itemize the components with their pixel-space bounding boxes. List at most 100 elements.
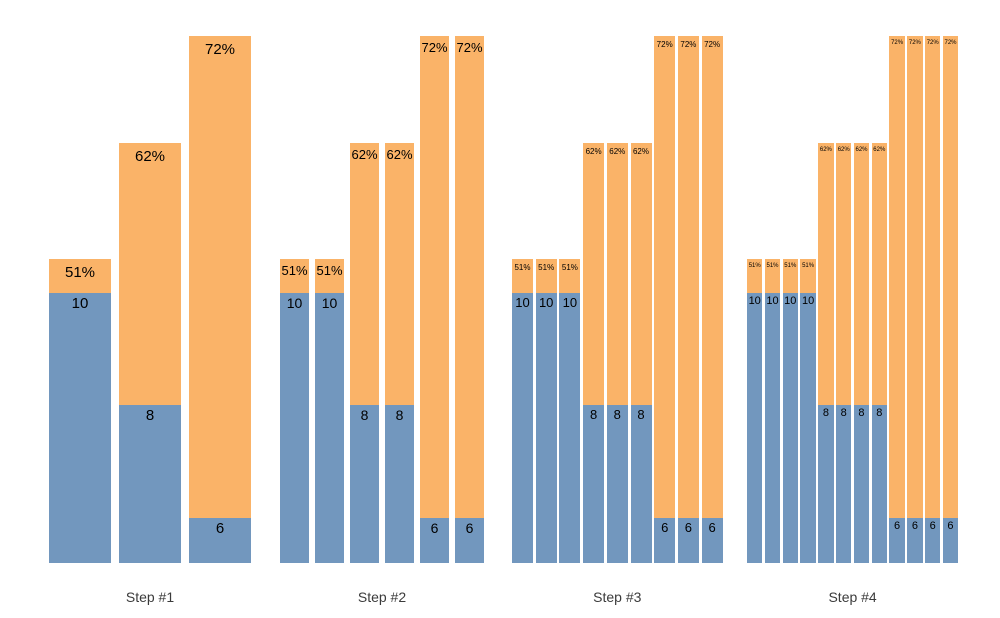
bar: 62% 8 [385,143,414,563]
bar-value-label: 10 [538,295,554,310]
bar: 51% 10 [535,259,557,563]
percent-segment: 72% [925,36,941,518]
value-segment: 10 [747,293,763,563]
bar: 62% 8 [630,143,652,563]
bar-percent-label: 51% [766,263,779,269]
bar-value-label: 6 [684,520,692,535]
value-segment: 10 [49,293,111,563]
value-segment: 6 [701,518,723,563]
percent-segment: 62% [350,143,379,405]
bar: 51% 10 [747,259,763,563]
percent-segment: 51% [800,259,816,293]
bar-percent-label: 72% [944,40,957,46]
bar-percent-label: 62% [134,148,166,165]
bar-value-label: 6 [430,520,439,536]
value-segment: 8 [836,405,852,563]
value-segment: 10 [782,293,798,563]
x-axis-step-label: Step #2 [357,589,407,605]
bar-percent-label: 72% [704,40,721,49]
bar: 72% 6 [677,36,699,563]
bar-value-label: 10 [766,295,779,307]
bar-value-label: 8 [613,407,621,422]
bar-value-label: 8 [637,407,645,422]
bar-value-label: 10 [562,295,578,310]
bar: 51% 10 [49,259,111,563]
bar-value-label: 8 [876,407,883,419]
bar-value-label: 6 [215,520,225,537]
bar-value-label: 10 [748,295,761,307]
bar: 62% 8 [606,143,628,563]
bar-value-label: 10 [801,295,815,307]
value-segment: 6 [925,518,941,563]
value-segment: 8 [853,405,870,563]
bar: 72% 6 [455,36,484,563]
value-segment: 8 [871,405,887,563]
x-axis-step-label: Step #4 [828,589,877,605]
percent-segment: 62% [606,143,628,405]
bar-percent-label: 72% [908,40,921,46]
bar: 62% 8 [853,143,870,563]
bar-value-label: 8 [840,407,847,419]
percent-segment: 51% [535,259,557,293]
bar-value-label: 10 [71,295,89,312]
bar-value-label: 6 [929,520,936,532]
percent-segment: 72% [907,36,923,518]
percent-segment: 72% [455,36,484,518]
value-segment: 8 [350,405,379,563]
percent-segment: 62% [818,143,834,405]
bar-value-label: 8 [589,407,598,422]
value-segment: 10 [764,293,781,563]
percent-segment: 72% [701,36,723,518]
bar-percent-label: 51% [514,263,531,272]
bar-value-label: 8 [395,407,404,423]
bar-percent-label: 62% [855,147,868,153]
percent-segment: 51% [747,259,763,293]
bar-percent-label: 51% [316,263,343,278]
value-segment: 6 [420,518,449,563]
percent-segment: 72% [654,36,676,518]
bar-percent-label: 62% [351,147,378,162]
bar-percent-label: 51% [281,263,308,278]
value-segment: 8 [119,405,181,563]
bar: 51% 10 [800,259,816,563]
bar: 51% 10 [764,259,781,563]
percent-segment: 51% [512,259,533,293]
bar: 72% 6 [889,36,905,563]
bar-value-label: 10 [286,295,303,311]
bar-value-label: 6 [894,520,901,532]
bar: 51% 10 [315,259,344,563]
value-segment: 8 [818,405,834,563]
bar-percent-label: 72% [656,40,673,49]
percent-segment: 72% [420,36,449,518]
bar-percent-label: 51% [748,263,761,269]
bar-value-label: 8 [360,407,369,423]
percent-segment: 62% [853,143,870,405]
percent-segment: 62% [119,143,181,405]
bar-percent-label: 62% [819,147,832,153]
percent-segment: 72% [677,36,699,518]
value-segment: 6 [654,518,676,563]
bar-value-label: 6 [465,520,474,536]
percent-segment: 62% [630,143,652,405]
value-segment: 6 [942,518,959,563]
value-segment: 10 [315,293,344,563]
bar: 72% 6 [907,36,923,563]
bar: 72% 6 [925,36,941,563]
bar-percent-label: 51% [538,263,555,272]
bar-percent-label: 62% [585,147,602,156]
bar: 62% 8 [836,143,852,563]
bar-value-label: 6 [661,520,669,535]
percent-segment: 72% [189,36,251,518]
value-segment: 10 [280,293,309,563]
percent-segment: 51% [782,259,798,293]
bar-percent-label: 62% [609,147,626,156]
bar: 62% 8 [350,143,379,563]
value-segment: 6 [907,518,923,563]
value-segment: 6 [189,518,251,563]
bar-value-label: 6 [708,520,716,535]
bar-value-label: 8 [822,407,829,419]
value-segment: 6 [677,518,699,563]
percent-segment: 72% [942,36,959,518]
bar-percent-label: 72% [204,41,236,58]
